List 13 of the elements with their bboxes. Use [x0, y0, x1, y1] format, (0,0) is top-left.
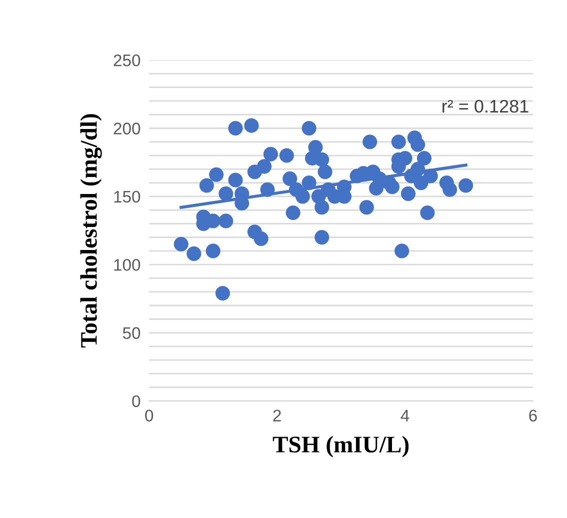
annotation: r² = 0.1281 — [442, 100, 528, 113]
x-tick-label: 4 — [400, 410, 410, 422]
x-tick-label: 2 — [273, 410, 281, 422]
y-tick-label: 0 — [132, 395, 140, 408]
y-tick-label: 50 — [122, 327, 140, 339]
y-tick-label: 200 — [114, 122, 140, 134]
x-tick-label: 0 — [145, 410, 154, 422]
y-tick-label: 100 — [114, 258, 140, 271]
y-axis-title: Total cholestrol (mg/dl) — [80, 114, 102, 348]
x-axis-title: TSH (mIU/L) — [272, 436, 409, 458]
y-tick-label: 150 — [114, 190, 140, 203]
y-tick-label: 250 — [114, 54, 140, 66]
x-tick-label: 6 — [529, 410, 537, 422]
